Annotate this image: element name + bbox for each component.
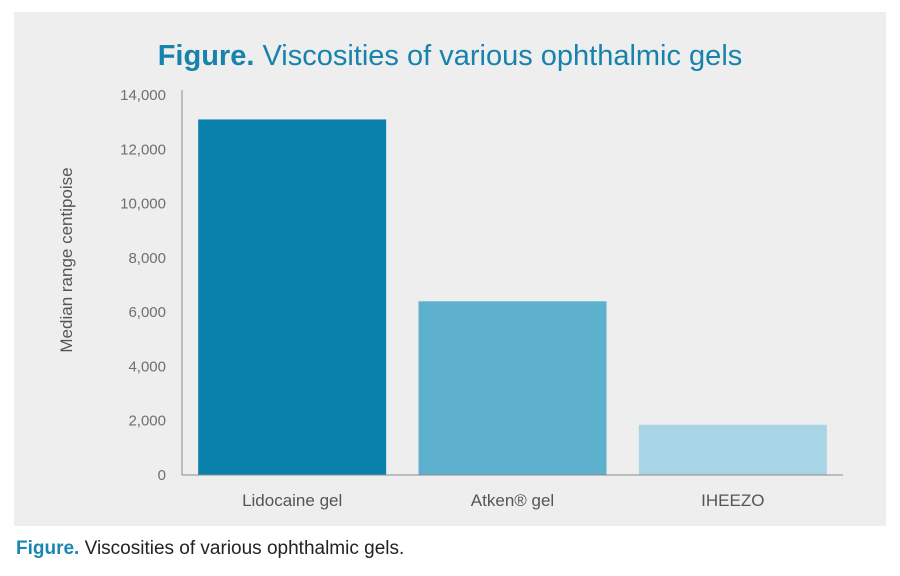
chart-title-lead: Figure. bbox=[157, 40, 255, 72]
caption-lead: Figure. bbox=[16, 538, 80, 559]
chart-title-text: Viscosities of various ophthalmic gels bbox=[262, 40, 743, 72]
y-axis: 0 2,000 4,000 6,000 8,000 10,000 12,000 14,000 bbox=[120, 87, 183, 484]
bar bbox=[198, 119, 387, 475]
caption-text: Viscosities of various ophthalmic gels. bbox=[84, 538, 405, 559]
y-tick-label: 0 bbox=[158, 467, 166, 484]
y-tick-label: 8,000 bbox=[128, 250, 166, 267]
y-tick-label: 10,000 bbox=[120, 196, 166, 213]
y-axis-label: Median range centipoise bbox=[57, 167, 76, 352]
bar bbox=[418, 301, 607, 475]
chart-title: Figure. Viscosities of various ophthalmi… bbox=[14, 40, 886, 73]
figure-caption: Figure. Viscosities of various ophthalmi… bbox=[16, 538, 404, 560]
bars bbox=[198, 119, 827, 475]
y-tick-label: 2,000 bbox=[128, 413, 166, 430]
x-category-label: Lidocaine gel bbox=[242, 491, 342, 510]
y-tick-label: 4,000 bbox=[128, 358, 166, 375]
bar bbox=[638, 424, 827, 475]
y-tick-label: 12,000 bbox=[120, 141, 166, 158]
y-tick-label: 14,000 bbox=[120, 87, 166, 104]
x-axis: Lidocaine gel Atken® gel IHEEZO bbox=[182, 474, 843, 510]
x-category-label: Atken® gel bbox=[471, 491, 554, 510]
x-category-label: IHEEZO bbox=[701, 491, 764, 510]
y-tick-label: 6,000 bbox=[128, 304, 166, 321]
